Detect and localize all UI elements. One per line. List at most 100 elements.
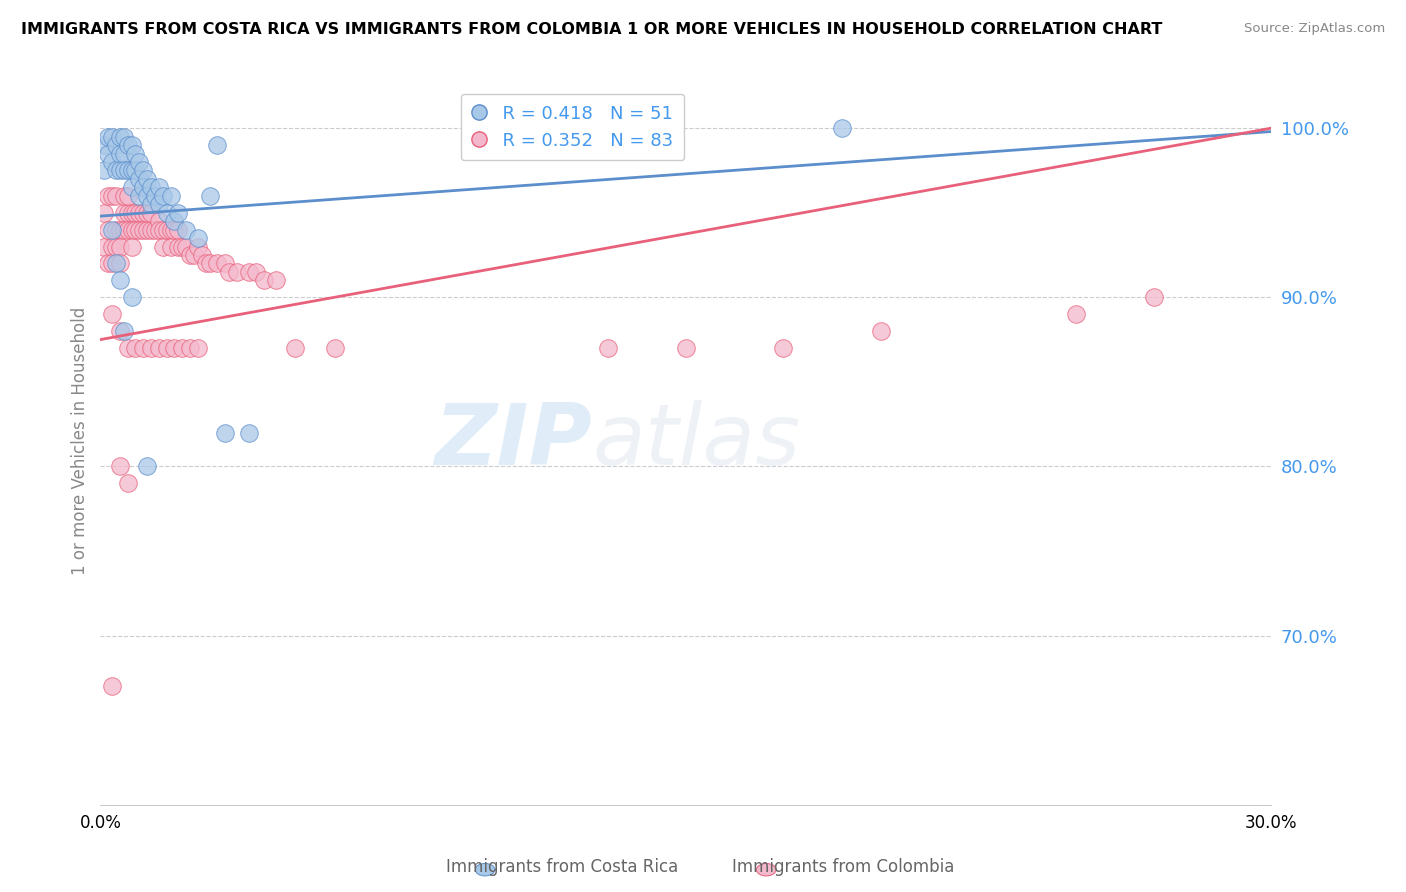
Point [136,172,159,186]
Point [207,138,229,153]
Point [159,189,181,203]
Point [136,222,159,236]
Text: Source: ZipAtlas.com: Source: ZipAtlas.com [1244,22,1385,36]
Point [117,222,139,236]
Point [148,197,170,211]
Point [97,222,120,236]
Point [253,273,276,287]
Point [156,205,179,219]
Point [128,172,150,186]
Point [183,248,205,262]
Point [117,205,139,219]
Point [187,239,209,253]
Point [143,222,166,236]
Point [112,129,135,144]
Point [101,189,124,203]
Point [93,138,115,153]
Point [167,222,190,236]
Point [264,273,287,287]
Legend:   R = 0.418   N = 51,   R = 0.352   N = 83: R = 0.418 N = 51, R = 0.352 N = 83 [461,94,685,161]
Text: Immigrants from Costa Rica: Immigrants from Costa Rica [446,858,679,876]
Point [97,146,120,161]
Point [187,231,209,245]
Point [128,205,150,219]
Point [121,222,143,236]
Point [108,256,131,270]
Point [159,239,181,253]
Point [218,265,240,279]
Point [198,189,221,203]
Point [97,129,120,144]
Point [163,214,186,228]
Point [121,138,143,153]
Point [323,341,346,355]
Point [117,138,139,153]
Point [112,222,135,236]
Point [152,222,174,236]
Point [136,205,159,219]
Point [108,146,131,161]
Point [132,163,155,178]
Point [108,222,131,236]
Point [596,341,619,355]
Point [1064,307,1087,321]
Point [124,146,146,161]
Y-axis label: 1 or more Vehicles in Household: 1 or more Vehicles in Household [72,307,89,575]
Point [148,214,170,228]
Point [117,341,139,355]
Point [93,163,115,178]
Point [112,189,135,203]
Point [167,205,190,219]
Point [97,189,120,203]
Point [97,256,120,270]
Point [148,180,170,194]
Point [128,222,150,236]
Point [167,239,190,253]
Point [104,256,127,270]
Point [143,189,166,203]
Point [124,163,146,178]
Point [238,265,260,279]
Point [139,205,162,219]
Point [93,205,115,219]
Text: Immigrants from Colombia: Immigrants from Colombia [733,858,955,876]
Point [101,256,124,270]
Point [104,239,127,253]
Point [121,205,143,219]
Point [152,189,174,203]
Point [124,222,146,236]
Point [148,341,170,355]
Point [207,256,229,270]
Point [191,248,214,262]
Point [226,265,249,279]
Point [117,163,139,178]
Point [93,239,115,253]
Point [121,239,143,253]
Point [179,248,201,262]
Point [174,222,197,236]
Point [112,205,135,219]
Point [675,341,697,355]
Point [101,155,124,169]
Point [284,341,307,355]
Point [163,222,186,236]
Point [128,155,150,169]
Point [214,425,236,440]
Point [179,341,201,355]
Point [117,476,139,491]
Point [121,290,143,304]
Point [152,239,174,253]
Point [132,222,155,236]
Point [139,341,162,355]
Point [104,189,127,203]
Point [101,679,124,693]
Point [132,341,155,355]
Point [194,256,217,270]
Point [245,265,267,279]
Point [172,341,194,355]
Point [172,239,194,253]
Point [139,180,162,194]
Point [163,341,186,355]
Point [101,129,124,144]
Point [772,341,794,355]
